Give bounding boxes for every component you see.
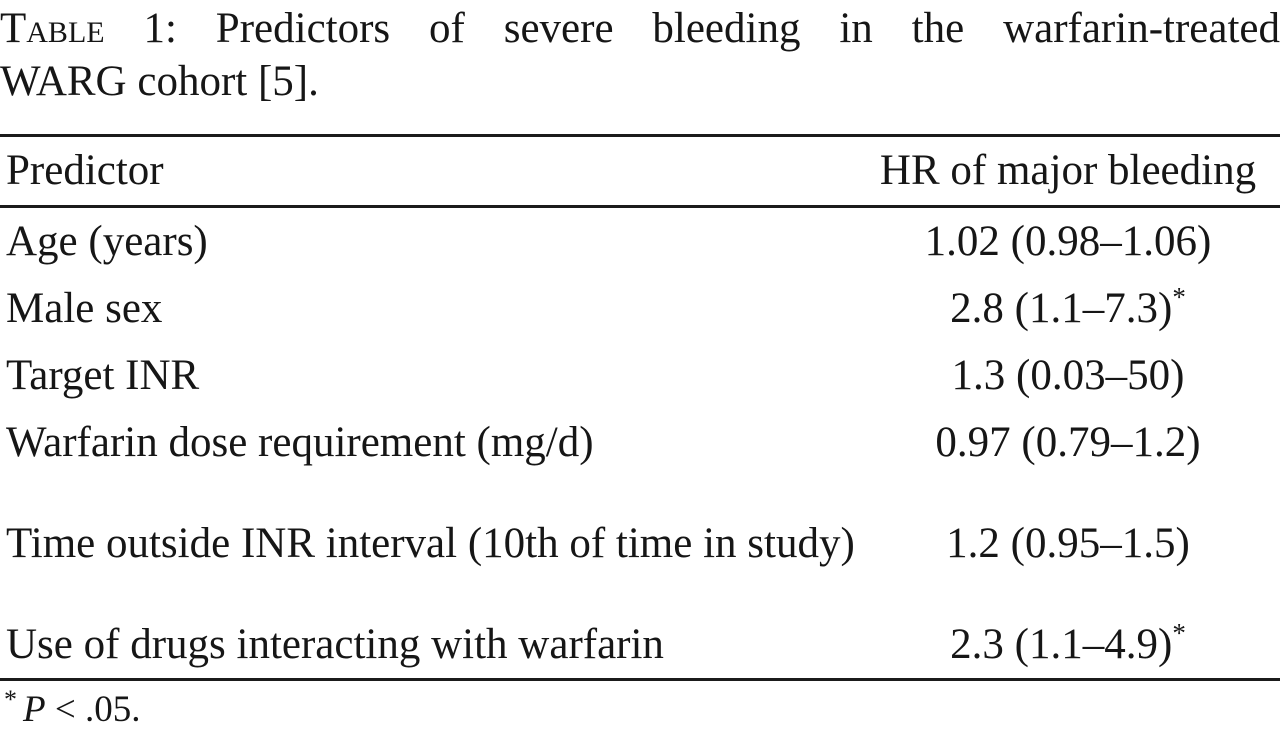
table-top-rule	[0, 134, 1280, 137]
table-row: Target INR 1.3 (0.03–50)	[0, 342, 1280, 409]
predictor-cell: Use of drugs interacting with warfarin	[6, 620, 664, 668]
hr-cell: 1.3 (0.03–50)	[858, 351, 1280, 401]
caption-text: Predictors of severe bleeding in the war…	[215, 5, 1280, 52]
column-header-predictor: Predictor	[6, 147, 164, 194]
table-caption: Table 1: Predictors of severe bleeding i…	[0, 0, 1280, 108]
predictor-cell: Male sex	[6, 284, 163, 332]
footnote-text: < .05.	[45, 689, 141, 730]
hr-value: 2.8 (1.1–7.3)	[950, 284, 1173, 332]
table-row: Time outside INR interval (10th of time …	[0, 476, 1280, 611]
caption-table-label: Table 1:	[0, 5, 177, 52]
table-bottom-rule	[0, 678, 1280, 681]
predictor-cell: Target INR	[6, 351, 200, 399]
hr-cell: 0.97 (0.79–1.2)	[858, 418, 1280, 468]
table-header-row: Predictor HR of major bleeding	[0, 137, 1280, 205]
column-header-hr: HR of major bleeding	[879, 147, 1257, 194]
hr-value: 2.3 (1.1–4.9)	[950, 620, 1173, 668]
hr-value: 0.97 (0.79–1.2)	[935, 418, 1201, 466]
predictor-cell: Age (years)	[6, 217, 208, 265]
predictors-table: Predictor HR of major bleeding Age (year…	[0, 134, 1280, 681]
significance-marker: *	[1172, 617, 1186, 648]
predictor-cell: Time outside INR interval (10th of time …	[6, 519, 855, 567]
footnote-star: *	[4, 685, 17, 714]
hr-cell: 1.02 (0.98–1.06)	[858, 217, 1280, 267]
caption-line-2: WARG cohort [5].	[0, 58, 319, 105]
table-footnote: * P < .05.	[0, 687, 1280, 732]
table-row: Age (years) 1.02 (0.98–1.06)	[0, 208, 1280, 275]
caption-line-1: Table 1: Predictors of severe bleeding i…	[0, 2, 1280, 55]
table-row: Use of drugs interacting with warfarin 2…	[0, 611, 1280, 678]
table-row: Warfarin dose requirement (mg/d) 0.97 (0…	[0, 409, 1280, 476]
predictor-cell: Warfarin dose requirement (mg/d)	[6, 418, 594, 466]
hr-cell: 2.3 (1.1–4.9)*	[858, 617, 1280, 670]
hr-cell: 2.8 (1.1–7.3)*	[858, 281, 1280, 334]
hr-value: 1.2 (0.95–1.5)	[946, 519, 1190, 567]
significance-marker: *	[1172, 281, 1186, 312]
table-header-rule	[0, 205, 1280, 208]
table-row: Male sex 2.8 (1.1–7.3)*	[0, 275, 1280, 342]
hr-value: 1.3 (0.03–50)	[951, 351, 1185, 399]
hr-cell: 1.2 (0.95–1.5)	[858, 519, 1280, 569]
hr-value: 1.02 (0.98–1.06)	[924, 217, 1212, 265]
footnote-p-symbol: P	[23, 689, 46, 730]
